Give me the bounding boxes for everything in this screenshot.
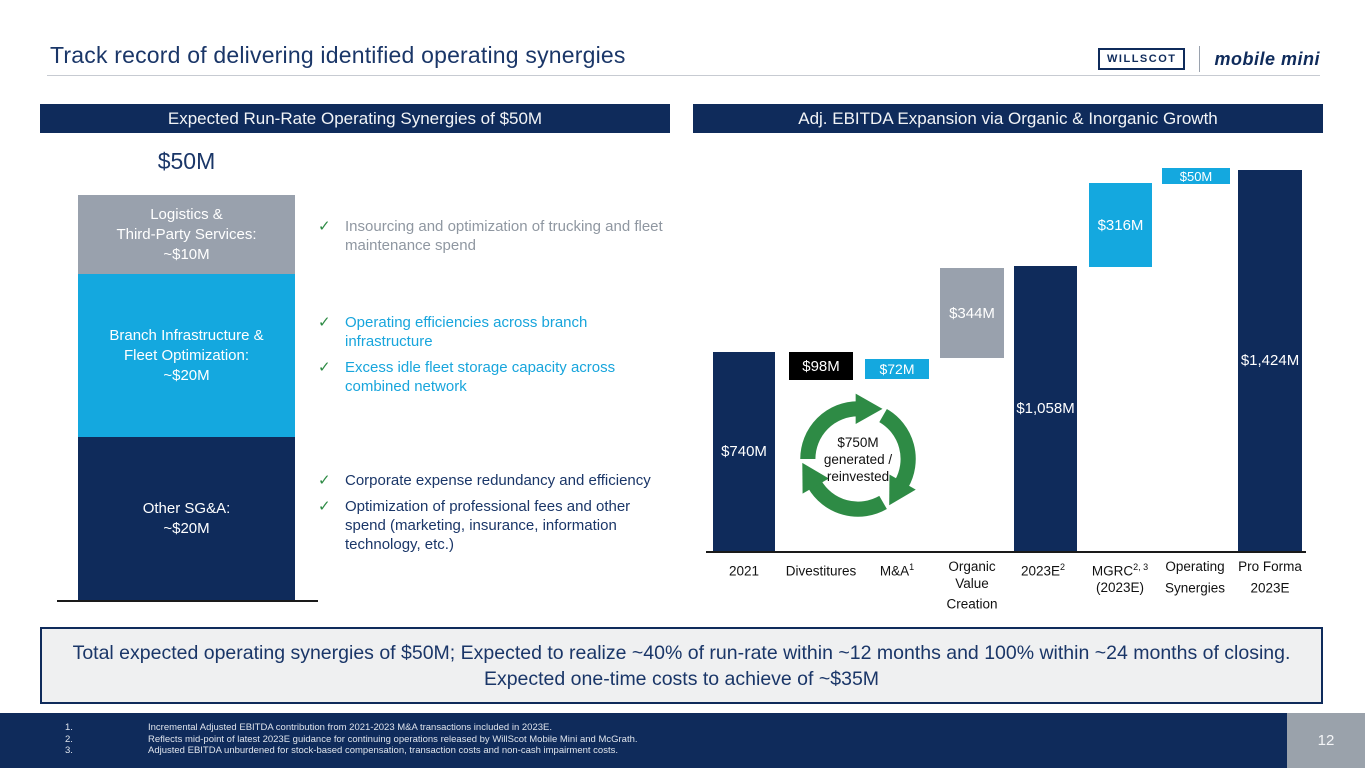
bullet-item: ✓ Corporate expense redundancy and effic… xyxy=(318,471,663,490)
bullet-text: Excess idle fleet storage capacity acros… xyxy=(345,359,616,395)
bullet-group-branch: ✓ Operating efficiencies across branch i… xyxy=(318,313,663,403)
mobile-mini-logo: mobile mini xyxy=(1214,48,1320,69)
willscot-logo: WILLSCOT xyxy=(1098,48,1186,70)
tick-operating-synergies: Operating Synergies xyxy=(1164,559,1226,595)
footnote-number: 1. xyxy=(65,722,73,733)
bar-value-label: $72M xyxy=(879,361,915,377)
right-section-header: Adj. EBITDA Expansion via Organic & Inor… xyxy=(693,104,1323,133)
footnote: 1. Incremental Adjusted EBITDA contribut… xyxy=(65,722,638,734)
footnote-number: 3. xyxy=(65,745,73,756)
cycle-arrows-icon xyxy=(800,393,916,517)
summary-text: Total expected operating synergies of $5… xyxy=(72,641,1291,690)
bullet-item: ✓ Operating efficiencies across branch i… xyxy=(318,313,663,351)
check-icon: ✓ xyxy=(318,359,331,376)
waterfall-bar-ma: $72M xyxy=(865,359,929,379)
left-section-header: Expected Run-Rate Operating Synergies of… xyxy=(40,104,670,133)
tick-organic: Organic Value Creation xyxy=(946,559,998,612)
segment-value: ~$10M xyxy=(163,245,210,263)
footnote-text: Reflects mid-point of latest 2023E guida… xyxy=(148,733,638,745)
bar-value-label: $1,424M xyxy=(1240,352,1300,369)
bar-value-label: $740M xyxy=(721,443,767,460)
cycle-annotation-line: $750M xyxy=(837,434,879,450)
bullet-item: ✓ Excess idle fleet storage capacity acr… xyxy=(318,358,663,396)
cycle-annotation-line: generated / xyxy=(823,451,893,467)
waterfall-bar-2021: $740M xyxy=(713,352,775,551)
footnotes: 1. Incremental Adjusted EBITDA contribut… xyxy=(65,722,638,757)
footnote: 3. Adjusted EBITDA unburdened for stock-… xyxy=(65,745,638,757)
tick-2021: 2021 xyxy=(728,563,760,579)
summary-callout-box: Total expected operating synergies of $5… xyxy=(40,627,1323,704)
left-chart-baseline xyxy=(57,600,318,602)
logo-lockup: WILLSCOT mobile mini xyxy=(1098,46,1320,72)
waterfall-bar-divestitures: $98M xyxy=(789,352,853,380)
bullet-item: ✓ Optimization of professional fees and … xyxy=(318,497,663,554)
waterfall-bar-mgrc: $316M xyxy=(1089,183,1152,267)
bullet-text: Insourcing and optimization of trucking … xyxy=(345,218,663,254)
segment-text: Logistics & xyxy=(150,205,223,223)
footnote: 2. Reflects mid-point of latest 2023E gu… xyxy=(65,734,638,746)
bullet-text: Operating efficiencies across branch inf… xyxy=(345,314,588,350)
bullet-group-sga: ✓ Corporate expense redundancy and effic… xyxy=(318,471,663,561)
check-icon: ✓ xyxy=(318,314,331,331)
bar-value-label: $98M xyxy=(802,357,840,375)
bullet-group-logistics: ✓ Insourcing and optimization of truckin… xyxy=(318,217,663,262)
segment-text: Branch Infrastructure & xyxy=(109,326,264,344)
bar-value-label: $344M xyxy=(949,304,995,322)
segment-value: ~$20M xyxy=(163,366,210,384)
tick-2023e: 2023E2 xyxy=(1020,562,1066,579)
segment-text: Other SG&A: xyxy=(142,499,231,517)
footnote-text: Adjusted EBITDA unburdened for stock-bas… xyxy=(148,745,618,756)
check-icon: ✓ xyxy=(318,472,331,489)
segment-branch-infrastructure: Branch Infrastructure & Fleet Optimizati… xyxy=(78,274,295,437)
bar-value-label: $1,058M xyxy=(1016,400,1075,417)
bullet-text: Optimization of professional fees and ot… xyxy=(345,498,631,553)
synergies-total-label: $50M xyxy=(157,148,216,174)
bullet-item: ✓ Insourcing and optimization of truckin… xyxy=(318,217,663,255)
waterfall-bar-operating-synergies: $50M xyxy=(1162,168,1230,184)
bar-value-label: $316M xyxy=(1097,216,1144,234)
page-title: Track record of delivering identified op… xyxy=(50,42,626,68)
waterfall-bar-2023e: $1,058M xyxy=(1014,266,1077,551)
footnote-number: 2. xyxy=(65,733,73,745)
page-number: 12 xyxy=(1287,713,1365,768)
cycle-annotation-line: reinvested xyxy=(826,468,890,484)
waterfall-baseline xyxy=(706,551,1306,553)
tick-pro-forma: Pro Forma 2023E xyxy=(1238,559,1302,595)
cycle-annotation: $750M generated / reinvested xyxy=(788,389,928,529)
title-divider xyxy=(47,75,1320,76)
check-icon: ✓ xyxy=(318,218,331,235)
segment-logistics: Logistics & Third-Party Services: ~$10M xyxy=(78,195,295,274)
segment-text: Fleet Optimization: xyxy=(123,346,250,364)
footnote-text: Incremental Adjusted EBITDA contribution… xyxy=(148,722,552,733)
waterfall-bar-organic: $344M xyxy=(940,268,1004,358)
tick-ma: M&A1 xyxy=(879,562,915,579)
segment-value: ~$20M xyxy=(163,519,210,537)
footer-bar: 1. Incremental Adjusted EBITDA contribut… xyxy=(0,713,1365,768)
bullet-text: Corporate expense redundancy and efficie… xyxy=(345,472,651,489)
check-icon: ✓ xyxy=(318,498,331,515)
tick-divestitures: Divestitures xyxy=(785,563,857,579)
waterfall-bar-pro-forma: $1,424M xyxy=(1238,170,1302,551)
logo-divider xyxy=(1199,46,1201,72)
bar-value-label: $50M xyxy=(1179,168,1213,184)
segment-other-sga: Other SG&A: ~$20M xyxy=(78,437,295,600)
tick-mgrc: MGRC2, 3 (2023E) xyxy=(1091,562,1149,595)
segment-text: Third-Party Services: xyxy=(116,225,257,243)
